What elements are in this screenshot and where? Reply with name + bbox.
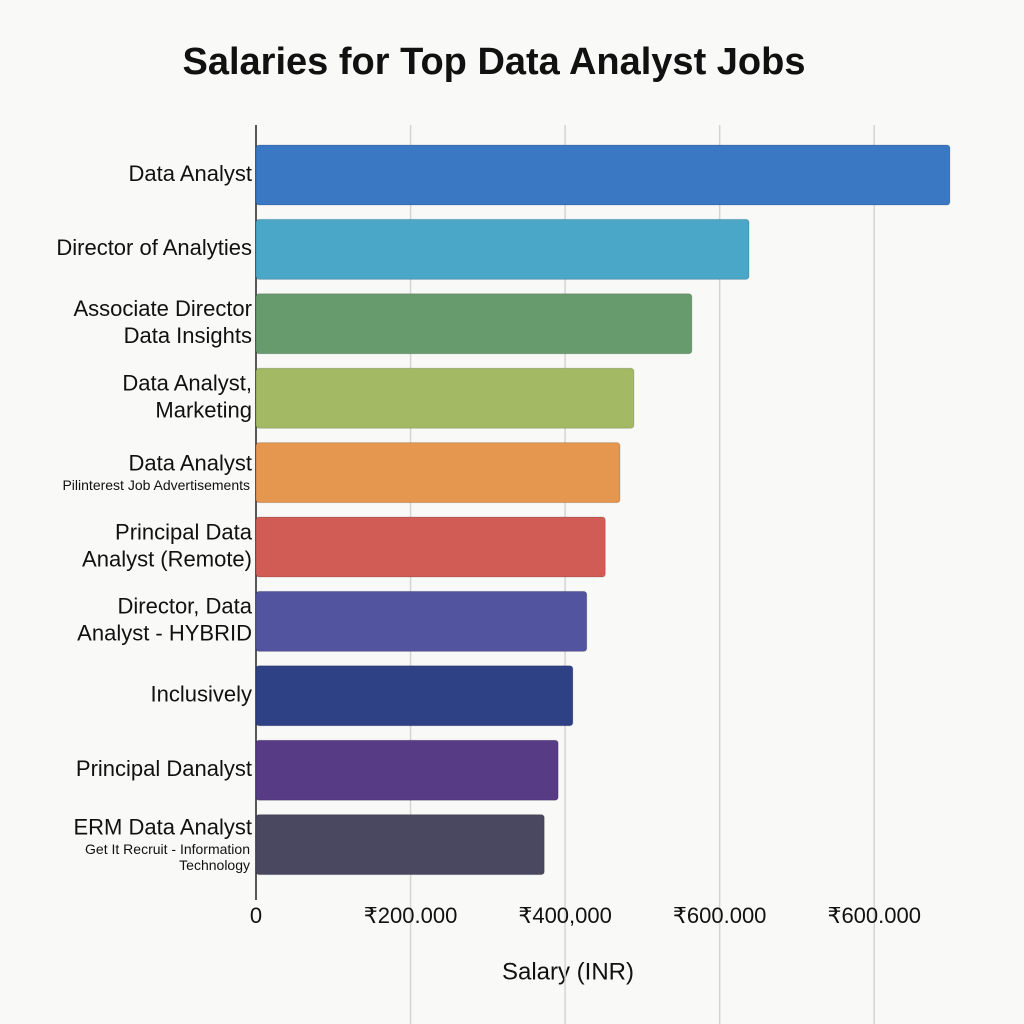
y-tick-label: Data Analyst, [122,371,252,396]
y-tick-sublabel: Get It Recruit - Information [85,841,250,857]
x-tick-label: ₹600.000 [673,903,767,928]
x-tick-label: ₹600.000 [827,903,921,928]
y-tick-label: Director of Analyties [56,235,252,260]
x-tick-label: ₹200.000 [364,903,458,928]
x-tick-label: ₹400,000 [518,903,612,928]
y-tick-sublabel: Technology [179,857,250,873]
y-tick-label: Marketing [155,398,252,423]
y-tick-sublabel: Pilinterest Job Advertisements [62,477,250,493]
bar [255,367,635,429]
y-tick-label: Director, Data [118,594,253,619]
y-tick-label: Data Analyst [128,450,252,475]
bar [255,144,951,206]
bar [255,218,750,280]
x-axis-label: Salary (INR) [502,958,634,985]
bar [255,739,559,801]
y-tick-label: Principal Danalyst [76,756,252,781]
bar [255,442,621,504]
y-tick-label: Analyst - HYBRID [77,621,252,646]
y-tick-label: Principal Data [115,519,253,544]
y-tick-label: Associate Director [73,296,252,321]
bar [255,814,545,876]
bar [255,590,588,652]
bar [255,293,693,355]
y-tick-label: Data Insights [124,323,252,348]
chart-title: Salaries for Top Data Analyst Jobs [183,41,806,83]
y-tick-label: ERM Data Analyst [73,814,252,839]
y-tick-label: Data Analyst [128,161,252,186]
x-tick-label: 0 [250,903,262,928]
y-tick-label: Analyst (Remote) [82,546,252,571]
bar [255,665,574,727]
y-tick-label: Inclusively [151,682,252,707]
bar [255,516,606,578]
